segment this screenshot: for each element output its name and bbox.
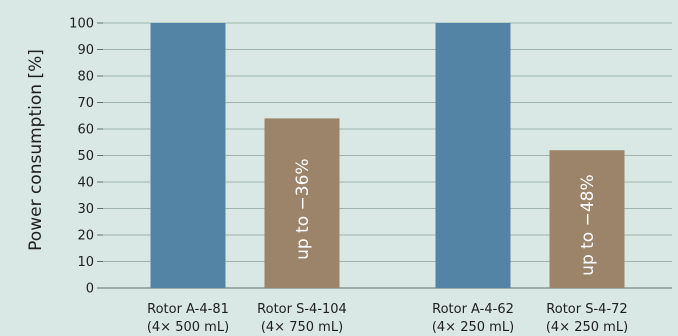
x-category-sublabel: (4× 250 mL) — [432, 320, 514, 335]
x-category-label: Rotor A-4-81 — [147, 302, 229, 317]
x-category-sublabel: (4× 250 mL) — [546, 320, 628, 335]
y-tick-label: 60 — [77, 123, 94, 138]
x-category-sublabel: (4× 500 mL) — [147, 320, 229, 335]
bar-annotation: up to −48% — [578, 174, 598, 275]
y-axis-ticks: 0 10 20 30 40 50 60 70 80 90 100 — [69, 17, 103, 297]
y-tick-label: 40 — [77, 176, 94, 191]
y-tick-label: 0 — [86, 282, 94, 297]
bar-annotation: up to −36% — [293, 158, 313, 259]
y-tick-label: 90 — [77, 43, 94, 58]
x-category-label: Rotor A-4-62 — [432, 302, 514, 317]
y-tick-label: 10 — [77, 255, 94, 270]
bar — [549, 150, 625, 288]
x-axis-labels: Rotor A-4-81 (4× 500 mL) Rotor S-4-104 (4× … — [147, 302, 628, 335]
bar — [150, 23, 226, 288]
bar — [435, 23, 511, 288]
bar — [264, 118, 340, 289]
y-axis-label: Power consumption [%] — [26, 49, 46, 251]
y-tick-label: 80 — [77, 70, 94, 85]
y-tick-label: 100 — [69, 17, 94, 32]
bar-annotations: up to −36% up to −48% — [293, 158, 598, 275]
x-category-label: Rotor S-4-72 — [546, 302, 627, 317]
y-tick-label: 20 — [77, 229, 94, 244]
x-category-sublabel: (4× 750 mL) — [261, 320, 343, 335]
y-tick-label: 70 — [77, 96, 94, 111]
x-category-label: Rotor S-4-104 — [257, 302, 347, 317]
y-tick-label: 30 — [77, 202, 94, 217]
y-tick-label: 50 — [77, 149, 94, 164]
bars — [150, 23, 625, 289]
